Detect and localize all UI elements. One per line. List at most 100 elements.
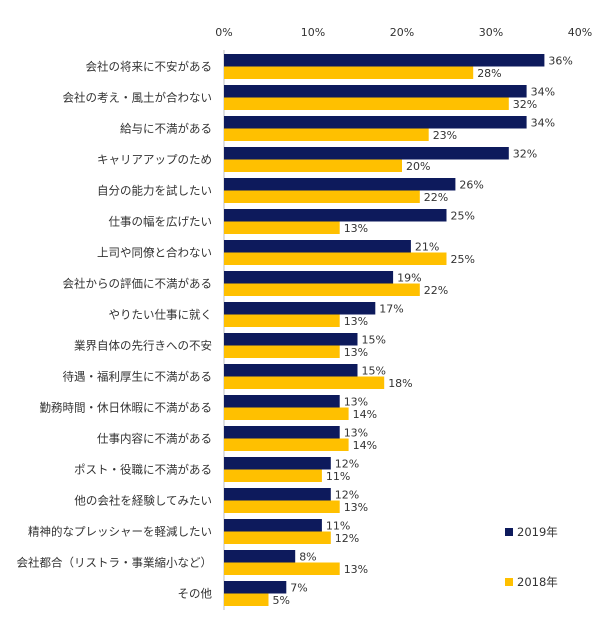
value-label-2019: 12% xyxy=(335,457,359,470)
bar-2018 xyxy=(224,314,340,327)
bar-2019 xyxy=(224,488,331,501)
value-label-2019: 21% xyxy=(415,240,439,253)
bar-2018 xyxy=(224,593,269,606)
value-label-2018: 14% xyxy=(353,408,377,421)
value-label-2019: 11% xyxy=(326,519,350,532)
value-labels: 36%28%34%32%34%23%32%20%26%22%25%13%21%2… xyxy=(273,54,573,607)
value-label-2018: 11% xyxy=(326,470,350,483)
value-label-2018: 32% xyxy=(513,98,537,111)
bar-2018 xyxy=(224,128,429,141)
bar-2019 xyxy=(224,302,376,315)
category-label: その他 xyxy=(178,587,213,601)
bar-2019 xyxy=(224,54,545,67)
bar-2018 xyxy=(224,221,340,234)
bar-2019 xyxy=(224,581,287,594)
bar-2018 xyxy=(224,531,331,544)
bar-2019 xyxy=(224,519,322,532)
bar-2019 xyxy=(224,271,394,284)
bar-2018 xyxy=(224,252,447,265)
value-label-2019: 7% xyxy=(290,581,307,594)
value-label-2018: 13% xyxy=(344,501,368,514)
value-label-2019: 34% xyxy=(531,85,555,98)
legend-swatch xyxy=(505,528,513,536)
x-tick-label: 10% xyxy=(301,26,325,39)
bars xyxy=(224,54,545,606)
bar-2019 xyxy=(224,209,447,222)
category-label: キャリアアップのため xyxy=(97,153,212,167)
bar-2018 xyxy=(224,345,340,358)
value-label-2018: 22% xyxy=(424,284,448,297)
category-label: 自分の能力を試したい xyxy=(97,184,212,198)
category-label: 勤務時間・休日休暇に不満がある xyxy=(40,401,213,415)
category-label: 給与に不満がある xyxy=(120,122,212,136)
legend: 2019年 2018年 xyxy=(505,525,558,589)
category-label: 会社の将来に不安がある xyxy=(86,60,213,74)
category-label: 精神的なプレッシャーを軽減したい xyxy=(28,525,212,539)
value-label-2019: 17% xyxy=(379,302,403,315)
bar-2018 xyxy=(224,562,340,575)
category-label: 業界自体の先行きへの不安 xyxy=(74,339,212,353)
value-label-2018: 12% xyxy=(335,532,359,545)
value-label-2019: 15% xyxy=(362,364,386,377)
value-label-2019: 26% xyxy=(459,178,483,191)
bar-2019 xyxy=(224,85,527,98)
bar-2019 xyxy=(224,147,509,160)
bar-2019 xyxy=(224,333,358,346)
value-label-2018: 23% xyxy=(433,129,457,142)
bar-2018 xyxy=(224,97,509,110)
category-label: 会社の考え・風土が合わない xyxy=(63,91,213,105)
category-label: 仕事の幅を広げたい xyxy=(109,215,213,229)
bar-2018 xyxy=(224,159,402,172)
category-labels: 会社の将来に不安がある会社の考え・風土が合わない給与に不満があるキャリアアップの… xyxy=(17,60,213,601)
bar-2018 xyxy=(224,283,420,296)
value-label-2019: 34% xyxy=(531,116,555,129)
value-label-2019: 13% xyxy=(344,426,368,439)
bar-2019 xyxy=(224,395,340,408)
category-label: ポスト・役職に不満がある xyxy=(74,463,212,477)
value-label-2019: 8% xyxy=(299,550,316,563)
bar-2019 xyxy=(224,116,527,129)
value-label-2019: 32% xyxy=(513,147,537,160)
bar-2019 xyxy=(224,550,296,563)
bar-2018 xyxy=(224,438,349,451)
bar-2019 xyxy=(224,178,456,191)
legend-swatch xyxy=(505,578,513,586)
value-label-2018: 22% xyxy=(424,191,448,204)
bar-2018 xyxy=(224,500,340,513)
value-label-2019: 19% xyxy=(397,271,421,284)
x-tick-label: 20% xyxy=(390,26,414,39)
bar-2019 xyxy=(224,457,331,470)
category-label: 会社都合（リストラ・事業縮小など） xyxy=(17,556,213,570)
category-label: やりたい仕事に就く xyxy=(109,308,213,322)
value-label-2018: 20% xyxy=(406,160,430,173)
axis-ticks: 0% 10% 20% 30% 40% xyxy=(215,26,592,610)
bar-2019 xyxy=(224,426,340,439)
category-label: 仕事内容に不満がある xyxy=(97,432,212,446)
bar-2018 xyxy=(224,469,322,482)
value-label-2019: 15% xyxy=(362,333,386,346)
value-label-2018: 13% xyxy=(344,222,368,235)
bar-2019 xyxy=(224,364,358,377)
value-label-2019: 25% xyxy=(451,209,475,222)
value-label-2018: 28% xyxy=(477,67,501,80)
bar-2018 xyxy=(224,407,349,420)
bar-2018 xyxy=(224,190,420,203)
value-label-2019: 36% xyxy=(548,54,572,67)
bar-2018 xyxy=(224,66,474,79)
value-label-2018: 13% xyxy=(344,315,368,328)
value-label-2019: 12% xyxy=(335,488,359,501)
value-label-2018: 13% xyxy=(344,563,368,576)
value-label-2018: 18% xyxy=(388,377,412,390)
category-label: 会社からの評価に不満がある xyxy=(63,277,213,291)
category-label: 上司や同僚と合わない xyxy=(97,246,212,260)
bar-2019 xyxy=(224,240,411,253)
value-label-2018: 14% xyxy=(353,439,377,452)
value-label-2018: 5% xyxy=(273,594,290,607)
legend-label: 2018年 xyxy=(517,575,558,589)
x-tick-label: 40% xyxy=(568,26,592,39)
category-label: 他の会社を経験してみたい xyxy=(74,494,212,508)
x-tick-label: 0% xyxy=(215,26,232,39)
value-label-2019: 13% xyxy=(344,395,368,408)
